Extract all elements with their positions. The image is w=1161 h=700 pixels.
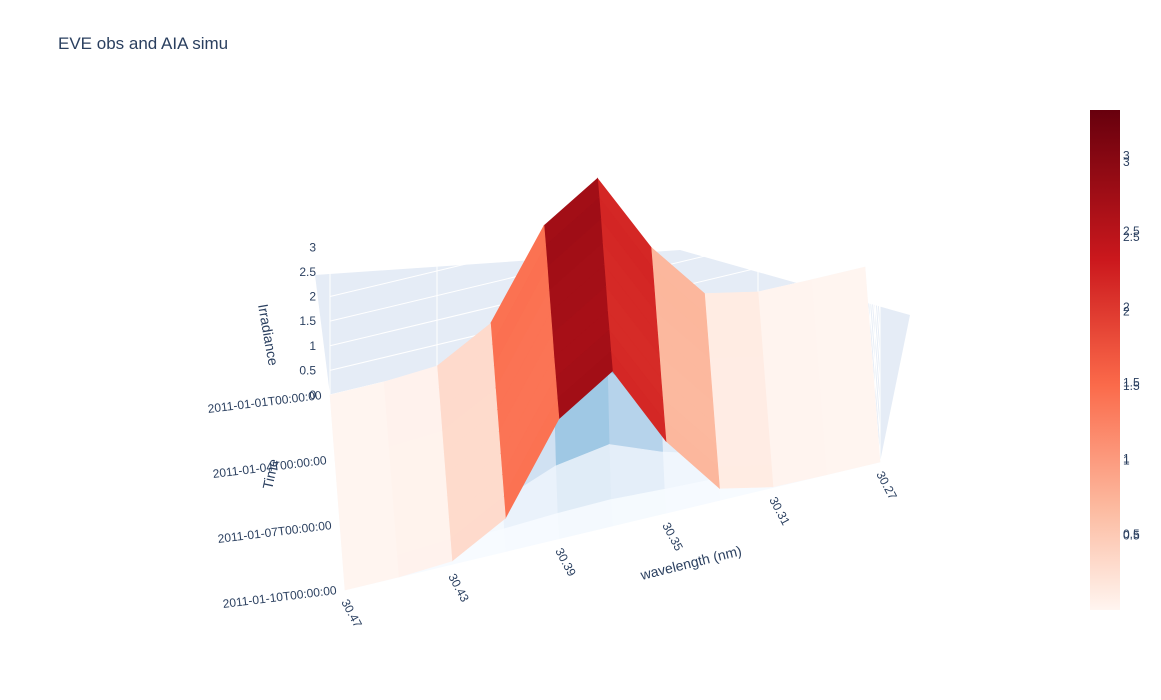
surface-cell bbox=[710, 378, 767, 403]
y-axis-title: Time bbox=[259, 457, 281, 490]
chart-title: EVE obs and AIA simu bbox=[58, 34, 229, 53]
x-tick-label: 30.47 bbox=[338, 597, 365, 630]
y-tick-label: 2011-01-07T00:00:00 bbox=[217, 518, 333, 546]
y-tick-label: 2011-01-01T00:00:00 bbox=[207, 388, 323, 416]
y-axis-ticks: 2011-01-01T00:00:002011-01-04T00:00:0020… bbox=[207, 388, 338, 611]
z-tick-label: 3 bbox=[309, 240, 316, 254]
colorbar-tick-label: 0.5 bbox=[1123, 528, 1140, 542]
z-tick-label: 1.5 bbox=[299, 314, 316, 328]
surface-cell bbox=[715, 443, 772, 468]
z-tick-label: 0 bbox=[309, 388, 316, 402]
colorbar-tick-label: 1.5 bbox=[1123, 379, 1140, 393]
z-grid-line bbox=[329, 118, 881, 315]
colorbar-tick-label: 1 bbox=[1123, 454, 1130, 468]
z-grid-line bbox=[329, 143, 881, 339]
z-tick-label: 2.5 bbox=[299, 265, 316, 279]
y-tick-label: 2011-01-10T00:00:00 bbox=[222, 583, 338, 611]
colorbar-ticks: 32.521.510.532.521.510.5 bbox=[1123, 148, 1140, 542]
surface-cell bbox=[712, 399, 769, 424]
x-tick-label: 30.35 bbox=[659, 520, 686, 553]
colorbar bbox=[1090, 110, 1120, 610]
surface-red bbox=[329, 177, 881, 591]
surface-cell bbox=[717, 464, 774, 489]
z-axis-ticks: 0 0.5 1 1.5 2 2.5 3 bbox=[299, 240, 316, 402]
surface-cell bbox=[343, 555, 399, 591]
colorbar-tick-label: 2.5 bbox=[1123, 224, 1140, 238]
surface-cell bbox=[705, 313, 762, 337]
surface-cell bbox=[707, 334, 764, 359]
z-tick-label: 1 bbox=[309, 339, 316, 353]
x-tick-label: 30.31 bbox=[766, 494, 793, 527]
x-tick-label: 30.39 bbox=[552, 546, 579, 579]
x-tick-label: 30.43 bbox=[445, 571, 472, 604]
colorbar-tick-label: 3 bbox=[1123, 155, 1130, 169]
colorbar-tick-label: 1 bbox=[1123, 451, 1130, 465]
z-tick-label: 0.5 bbox=[299, 363, 316, 377]
colorbar-tick-label: 1.5 bbox=[1123, 376, 1140, 390]
colorbar-tick-label: 0.5 bbox=[1123, 527, 1140, 541]
colorbar-tick-label: 3 bbox=[1123, 148, 1130, 162]
colorbar-tick-label: 2 bbox=[1123, 300, 1130, 314]
surface-cell bbox=[714, 421, 770, 446]
colorbar-tick-label: 2 bbox=[1123, 304, 1130, 318]
surface-cell bbox=[704, 291, 760, 316]
z-grid-line bbox=[329, 192, 881, 389]
surface-cell bbox=[709, 356, 765, 381]
x-axis-title: wavelength (nm) bbox=[638, 542, 743, 583]
colorbar-tick-label: 2.5 bbox=[1123, 230, 1140, 244]
z-tick-label: 2 bbox=[309, 290, 316, 304]
x-tick-label: 30.27 bbox=[873, 469, 900, 502]
z-grid-line bbox=[329, 167, 881, 364]
z-axis-title: Irradiance bbox=[255, 303, 282, 367]
